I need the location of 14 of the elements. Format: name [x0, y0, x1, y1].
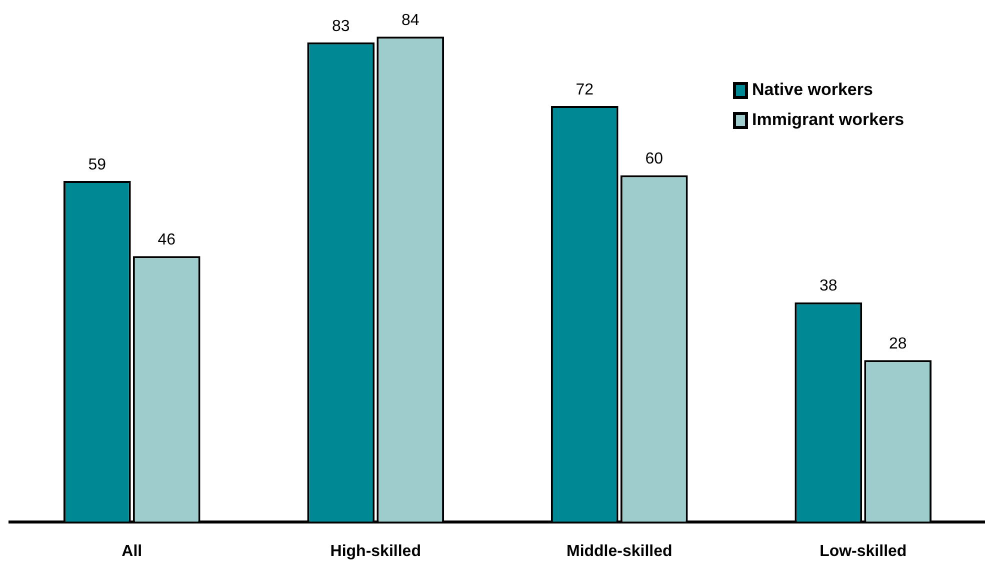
- data-label: 83: [332, 18, 350, 35]
- data-label: 38: [819, 278, 838, 295]
- x-tick-label: Low-skilled: [820, 542, 907, 560]
- data-label: 84: [401, 12, 420, 30]
- legend-label: Native workers: [752, 80, 873, 100]
- x-tick-label: High-skilled: [330, 542, 421, 560]
- legend-label: Immigrant workers: [752, 110, 904, 130]
- data-label: 60: [645, 150, 664, 168]
- x-tick-label: All: [122, 542, 142, 560]
- x-tick-label: Middle-skilled: [566, 542, 672, 560]
- data-label: 72: [576, 81, 594, 98]
- data-label: 28: [888, 335, 907, 352]
- data-label: 46: [158, 232, 176, 249]
- data-label: 59: [88, 156, 106, 174]
